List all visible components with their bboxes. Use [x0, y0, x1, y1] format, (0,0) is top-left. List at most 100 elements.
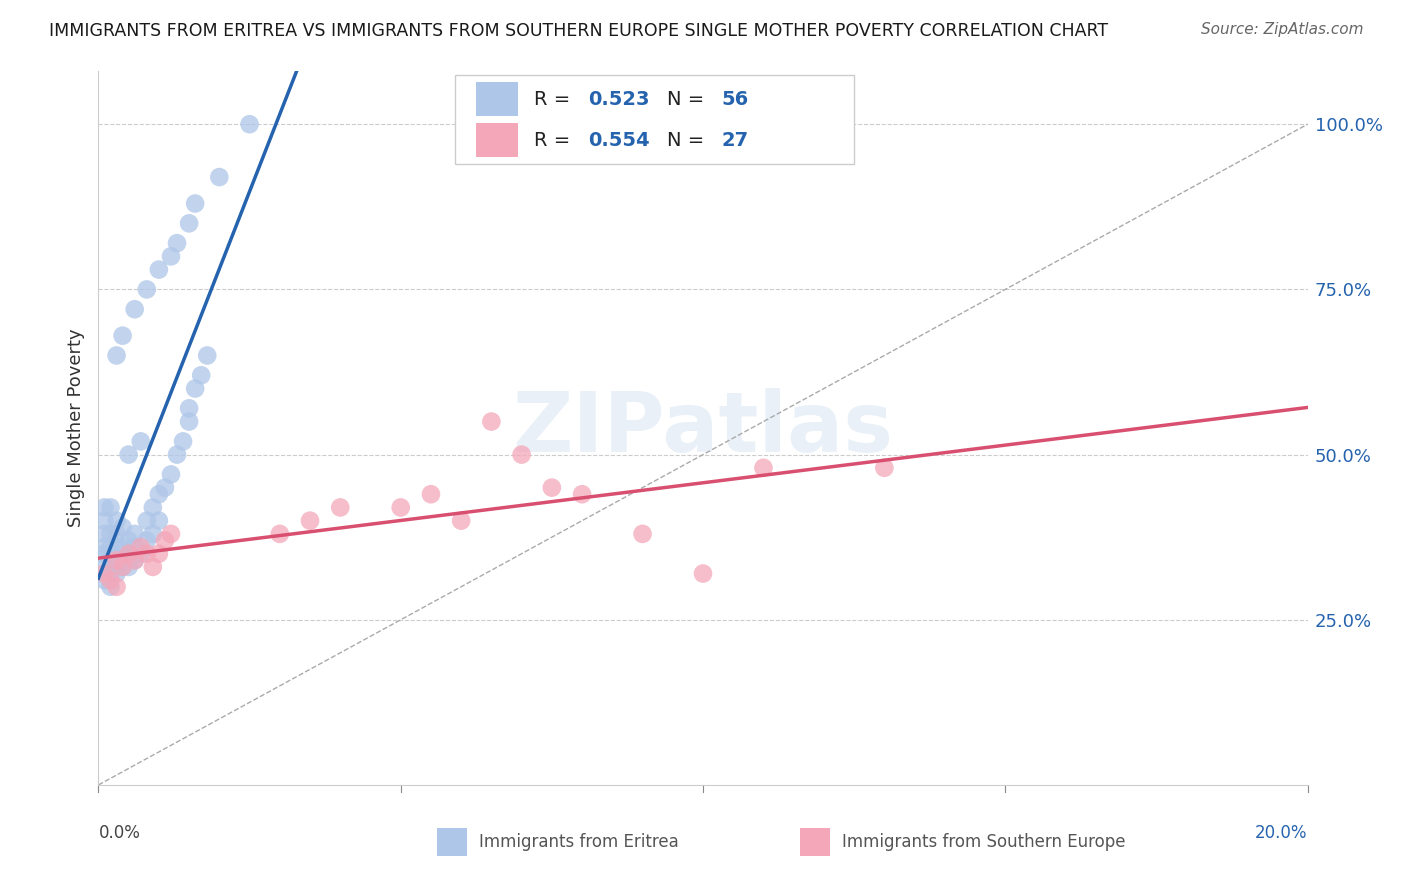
FancyBboxPatch shape — [800, 828, 830, 856]
Point — [692, 566, 714, 581]
Point — [93, 573, 115, 587]
Point — [135, 533, 157, 548]
Point — [190, 368, 212, 383]
Point — [111, 328, 134, 343]
Point — [100, 580, 122, 594]
Point — [160, 249, 183, 263]
Point — [105, 527, 128, 541]
Point — [124, 540, 146, 554]
Point — [118, 547, 141, 561]
Text: R =: R = — [534, 89, 576, 109]
Point — [153, 533, 176, 548]
Point — [100, 573, 122, 587]
Point — [135, 547, 157, 561]
Text: Immigrants from Eritrea: Immigrants from Eritrea — [479, 833, 679, 851]
Point — [100, 500, 122, 515]
Point — [105, 540, 128, 554]
Point — [148, 514, 170, 528]
Point — [450, 514, 472, 528]
Point — [172, 434, 194, 449]
Point — [142, 560, 165, 574]
Text: N =: N = — [666, 89, 710, 109]
Point — [111, 540, 134, 554]
Point — [148, 487, 170, 501]
Point — [166, 448, 188, 462]
Point — [873, 460, 896, 475]
Point — [481, 415, 503, 429]
Point — [540, 481, 562, 495]
Point — [142, 500, 165, 515]
Point — [179, 401, 201, 416]
Point — [208, 170, 231, 185]
Point — [105, 553, 128, 567]
Text: Source: ZipAtlas.com: Source: ZipAtlas.com — [1201, 22, 1364, 37]
Point — [105, 566, 128, 581]
Point — [129, 540, 152, 554]
Point — [420, 487, 443, 501]
FancyBboxPatch shape — [475, 82, 517, 116]
Point — [118, 547, 141, 561]
Point — [124, 527, 146, 541]
Point — [142, 527, 165, 541]
Point — [105, 349, 128, 363]
Point — [179, 415, 201, 429]
Text: 56: 56 — [721, 89, 748, 109]
Text: R =: R = — [534, 130, 576, 150]
Point — [239, 117, 262, 131]
Point — [105, 553, 128, 567]
Text: 20.0%: 20.0% — [1256, 824, 1308, 842]
Point — [135, 282, 157, 296]
Point — [160, 527, 183, 541]
Point — [93, 527, 115, 541]
Point — [124, 302, 146, 317]
Text: 27: 27 — [721, 130, 748, 150]
Y-axis label: Single Mother Poverty: Single Mother Poverty — [66, 329, 84, 527]
FancyBboxPatch shape — [475, 123, 517, 157]
Point — [93, 540, 115, 554]
Text: 0.554: 0.554 — [588, 130, 650, 150]
Point — [93, 500, 115, 515]
Point — [329, 500, 352, 515]
Point — [135, 514, 157, 528]
Point — [111, 520, 134, 534]
Point — [269, 527, 291, 541]
Text: 0.0%: 0.0% — [98, 824, 141, 842]
Point — [93, 547, 115, 561]
Point — [118, 533, 141, 548]
Point — [184, 196, 207, 211]
Point — [160, 467, 183, 482]
Point — [100, 527, 122, 541]
Point — [93, 566, 115, 581]
Point — [129, 547, 152, 561]
Point — [93, 560, 115, 574]
Point — [153, 481, 176, 495]
Point — [118, 448, 141, 462]
Point — [118, 560, 141, 574]
Point — [752, 460, 775, 475]
Point — [184, 382, 207, 396]
Point — [111, 560, 134, 574]
Text: Immigrants from Southern Europe: Immigrants from Southern Europe — [842, 833, 1126, 851]
Text: N =: N = — [666, 130, 710, 150]
Point — [631, 527, 654, 541]
Point — [124, 553, 146, 567]
Text: ZIPatlas: ZIPatlas — [513, 388, 893, 468]
Point — [129, 434, 152, 449]
Point — [105, 514, 128, 528]
Point — [148, 262, 170, 277]
Point — [195, 349, 218, 363]
Point — [299, 514, 322, 528]
Point — [105, 580, 128, 594]
Text: 0.523: 0.523 — [588, 89, 650, 109]
Point — [100, 540, 122, 554]
Point — [100, 553, 122, 567]
Point — [93, 514, 115, 528]
Point — [124, 553, 146, 567]
Point — [111, 560, 134, 574]
Text: IMMIGRANTS FROM ERITREA VS IMMIGRANTS FROM SOUTHERN EUROPE SINGLE MOTHER POVERTY: IMMIGRANTS FROM ERITREA VS IMMIGRANTS FR… — [49, 22, 1108, 40]
FancyBboxPatch shape — [456, 75, 855, 164]
Point — [510, 448, 533, 462]
Point — [389, 500, 412, 515]
FancyBboxPatch shape — [437, 828, 467, 856]
Point — [148, 547, 170, 561]
